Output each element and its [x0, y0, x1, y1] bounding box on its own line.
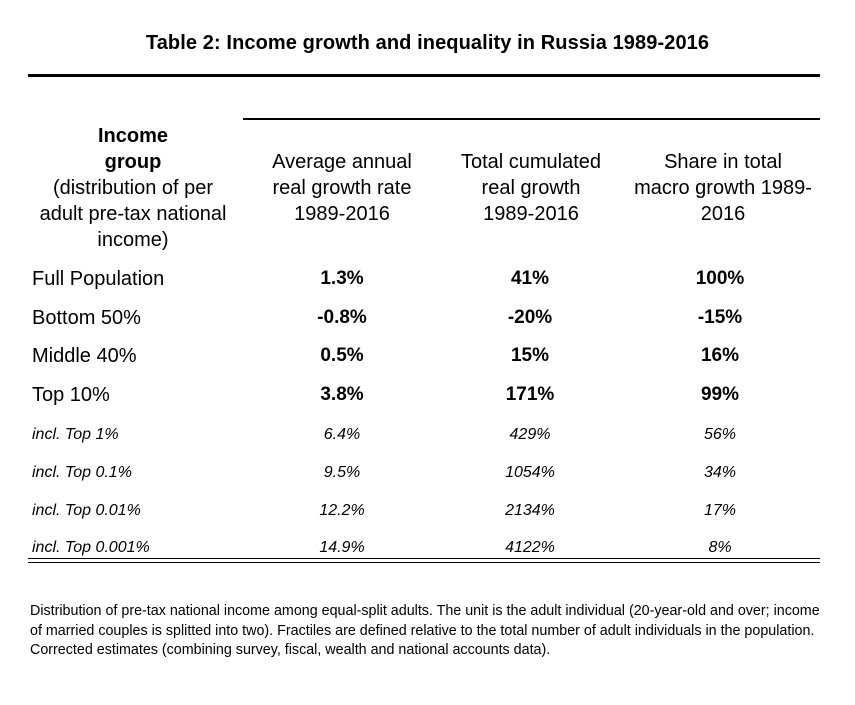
income-group-header: Income group (distribution of per adult … — [28, 123, 238, 253]
table-footnote: Distribution of pre-tax national income … — [30, 603, 820, 659]
column-header-line: macro growth 1989- — [634, 177, 812, 199]
row-label: Full Population — [32, 268, 165, 290]
cumulated-growth-value: 15% — [510, 345, 550, 366]
row-label: Top 10% — [32, 384, 110, 406]
share-growth-value: 8% — [708, 539, 732, 556]
share-growth-value: -15% — [697, 307, 743, 328]
income-group-subtitle-line2: adult pre-tax national — [39, 203, 227, 225]
cumulated-growth-value: 429% — [509, 426, 551, 443]
column-header-line: real growth rate — [272, 177, 412, 199]
cumulated-growth-value: -20% — [507, 307, 553, 328]
column-header-cumulated-growth: Total cumulated real growth 1989-2016 — [443, 149, 619, 227]
income-group-title-line1: Income — [97, 125, 169, 147]
row-label: incl. Top 0.01% — [32, 502, 141, 519]
row-label: incl. Top 0.001% — [32, 539, 150, 556]
row-label: Bottom 50% — [32, 307, 141, 329]
column-header-share-macro-growth: Share in total macro growth 1989- 2016 — [623, 149, 823, 227]
column-header-line: Total cumulated — [460, 151, 602, 173]
column-header-line: Average annual — [272, 151, 412, 173]
column-header-line: Share in total — [664, 151, 782, 173]
share-growth-value: 17% — [703, 502, 737, 519]
cumulated-growth-value: 1054% — [505, 464, 555, 481]
annual-growth-value: 3.8% — [320, 384, 364, 405]
share-growth-value: 56% — [703, 426, 737, 443]
annual-growth-value: 1.3% — [320, 268, 364, 289]
share-growth-value: 99% — [700, 384, 740, 405]
column-header-annual-growth: Average annual real growth rate 1989-201… — [253, 149, 431, 227]
bottom-rule — [28, 562, 820, 563]
column-header-line: 1989-2016 — [294, 203, 390, 225]
income-group-subtitle-line1: (distribution of per — [52, 177, 214, 199]
annual-growth-value: 0.5% — [320, 345, 364, 366]
cumulated-growth-value: 4122% — [505, 539, 555, 556]
annual-growth-value: 14.9% — [319, 539, 365, 556]
annual-growth-value: 9.5% — [323, 464, 361, 481]
annual-growth-value: 12.2% — [319, 502, 365, 519]
table-title: Table 2: Income growth and inequality in… — [145, 32, 710, 54]
share-growth-value: 16% — [700, 345, 740, 366]
share-growth-value: 34% — [703, 464, 737, 481]
cumulated-growth-value: 41% — [510, 268, 550, 289]
annual-growth-value: -0.8% — [317, 307, 367, 328]
row-label: incl. Top 1% — [32, 426, 119, 443]
row-label: incl. Top 0.1% — [32, 464, 132, 481]
top-rule — [28, 74, 820, 77]
bottom-rule — [28, 558, 820, 559]
column-header-line: 1989-2016 — [483, 203, 579, 225]
column-header-line: real growth — [481, 177, 581, 199]
income-group-subtitle-line3: income) — [97, 229, 169, 251]
header-rule — [243, 118, 820, 120]
cumulated-growth-value: 171% — [505, 384, 555, 405]
annual-growth-value: 6.4% — [323, 426, 361, 443]
share-growth-value: 100% — [695, 268, 745, 289]
income-group-title-line2: group — [104, 151, 162, 173]
cumulated-growth-value: 2134% — [505, 502, 555, 519]
column-header-line: 2016 — [700, 203, 746, 225]
row-label: Middle 40% — [32, 345, 137, 367]
